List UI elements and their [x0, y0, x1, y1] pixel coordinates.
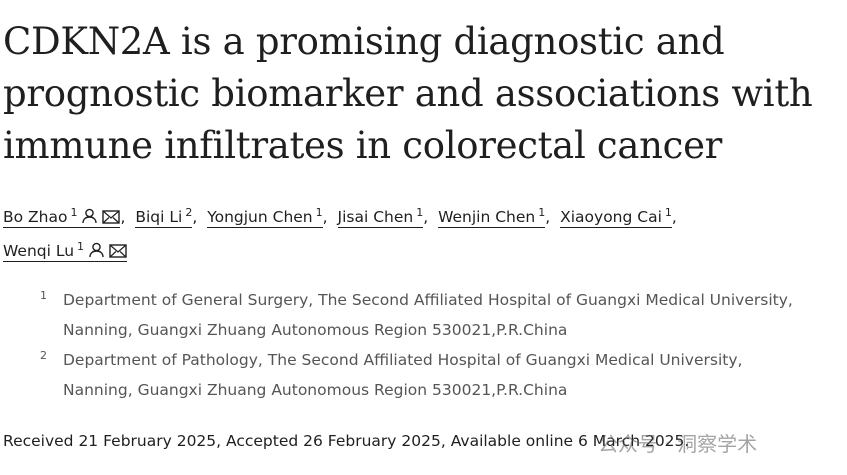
- author: Xiaoyong Cai 1,: [560, 198, 682, 232]
- affiliation-ref: 2: [185, 206, 193, 219]
- email-icon[interactable]: [109, 244, 127, 258]
- separator: ,: [545, 208, 551, 226]
- title-line: CDKN2A is a promising diagnostic and: [3, 20, 725, 63]
- author: Bo Zhao 1,: [3, 198, 130, 232]
- affiliation-ref: 1: [70, 206, 78, 219]
- affiliation-list: 1 Department of General Surgery, The Seco…: [40, 285, 810, 405]
- separator: ,: [423, 208, 429, 226]
- author-name[interactable]: Wenjin Chen 1: [438, 206, 546, 228]
- author: Wenjin Chen 1,: [438, 198, 555, 232]
- author-name[interactable]: Wenqi Lu 1: [3, 240, 128, 262]
- affiliation-label: 2: [40, 349, 47, 362]
- affiliation-text: Department of Pathology, The Second Affi…: [63, 351, 743, 399]
- author-name[interactable]: Yongjun Chen 1: [207, 206, 323, 228]
- title-line: immune infiltrates in colorectal cancer: [3, 124, 723, 167]
- affiliation-ref: 1: [77, 240, 85, 253]
- author: Biqi Li 2,: [135, 198, 202, 232]
- affiliation-ref: 1: [538, 206, 546, 219]
- affiliation: 2 Department of Pathology, The Second Aff…: [40, 345, 810, 405]
- affiliation-label: 1: [40, 289, 47, 302]
- author-list: Bo Zhao 1, Biqi Li 2, Yongjun Chen 1, Jisai…: [3, 198, 723, 266]
- author-name[interactable]: Xiaoyong Cai 1: [560, 206, 672, 228]
- affiliation: 1 Department of General Surgery, The Seco…: [40, 285, 810, 345]
- separator: ,: [192, 208, 198, 226]
- author-name[interactable]: Jisai Chen 1: [337, 206, 424, 228]
- affiliation-ref: 1: [664, 206, 672, 219]
- person-icon[interactable]: [81, 208, 98, 224]
- separator: ,: [671, 208, 677, 226]
- author-name[interactable]: Bo Zhao 1: [3, 206, 121, 228]
- watermark: 公众号 · 洞察学术: [598, 432, 758, 456]
- person-icon[interactable]: [88, 242, 105, 258]
- affiliation-ref: 1: [315, 206, 323, 219]
- title-line: prognostic biomarker and associations wi…: [3, 72, 813, 115]
- article-title: CDKN2A is a promising diagnostic and prog…: [3, 16, 843, 172]
- separator: ,: [322, 208, 328, 226]
- affiliation-text: Department of General Surgery, The Secon…: [63, 291, 793, 339]
- article-dates: Received 21 February 2025, Accepted 26 F…: [3, 432, 690, 450]
- email-icon[interactable]: [102, 210, 121, 224]
- author: Jisai Chen 1,: [337, 198, 434, 232]
- author: Wenqi Lu 1: [3, 232, 128, 266]
- author: Yongjun Chen 1,: [207, 198, 332, 232]
- separator: ,: [120, 208, 126, 226]
- author-name[interactable]: Biqi Li 2: [135, 206, 193, 228]
- affiliation-ref: 1: [416, 206, 424, 219]
